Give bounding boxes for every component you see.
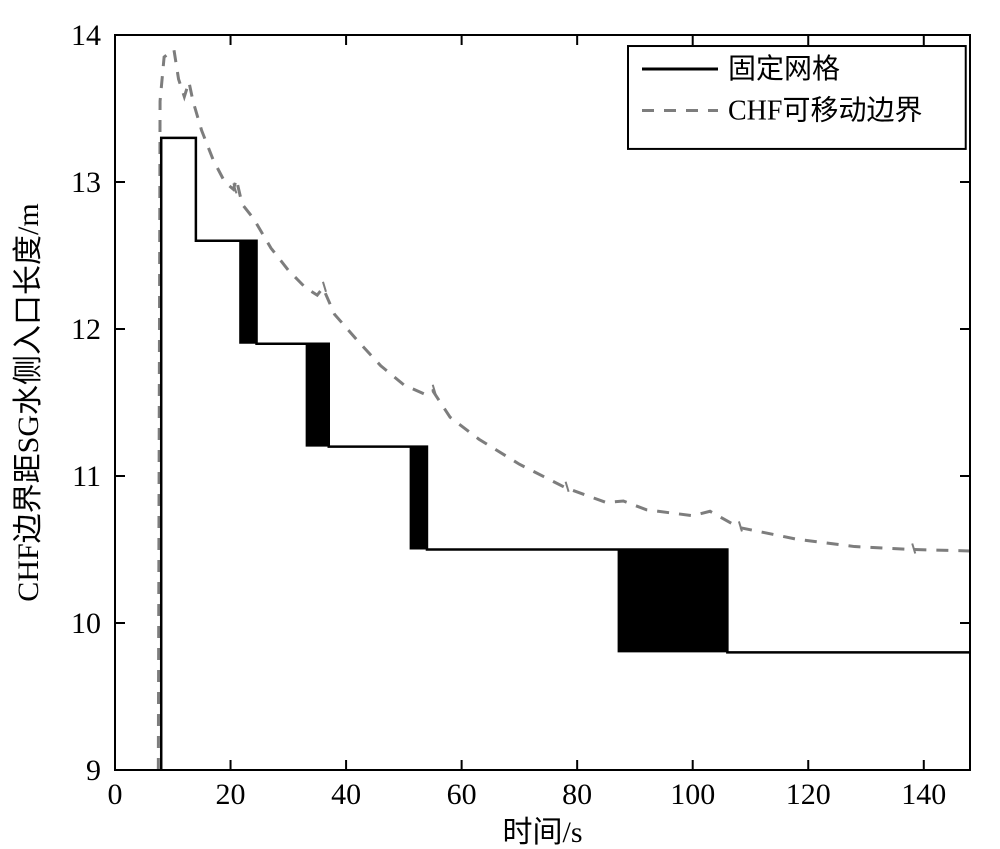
xtick-label: 60 — [447, 778, 477, 811]
fill-block-3 — [618, 550, 728, 653]
fill-block-1 — [306, 344, 329, 447]
xtick-label: 0 — [108, 778, 123, 811]
ytick-label: 9 — [86, 754, 101, 787]
xtick-label: 100 — [670, 778, 715, 811]
ytick-label: 10 — [71, 607, 101, 640]
ytick-label: 14 — [71, 19, 101, 52]
xtick-label: 140 — [901, 778, 946, 811]
xlabel: 时间/s — [502, 816, 582, 849]
chart-container: 0 20 40 60 80 100 120 140 9 10 11 12 13 14 时间/s CHF边界距… — [0, 0, 1000, 849]
legend-label: 固定网格 — [728, 53, 840, 85]
ytick-label: 13 — [71, 166, 101, 199]
ytick-label: 12 — [71, 313, 101, 346]
legend-label: CHF可移动边界 — [728, 94, 922, 126]
ytick-label: 11 — [72, 460, 101, 493]
xtick-label: 120 — [786, 778, 831, 811]
chart-svg: 0 20 40 60 80 100 120 140 9 10 11 12 13 14 时间/s CHF边界距… — [0, 0, 1000, 849]
xtick-label: 40 — [331, 778, 361, 811]
legend: 固定网格 CHF可移动边界 — [628, 46, 966, 149]
xtick-label: 80 — [562, 778, 592, 811]
xtick-label: 20 — [216, 778, 246, 811]
fill-block-2 — [410, 447, 427, 550]
ylabel: CHF边界距SG水侧入口长度/m — [12, 203, 45, 601]
fill-block-0 — [239, 241, 256, 344]
